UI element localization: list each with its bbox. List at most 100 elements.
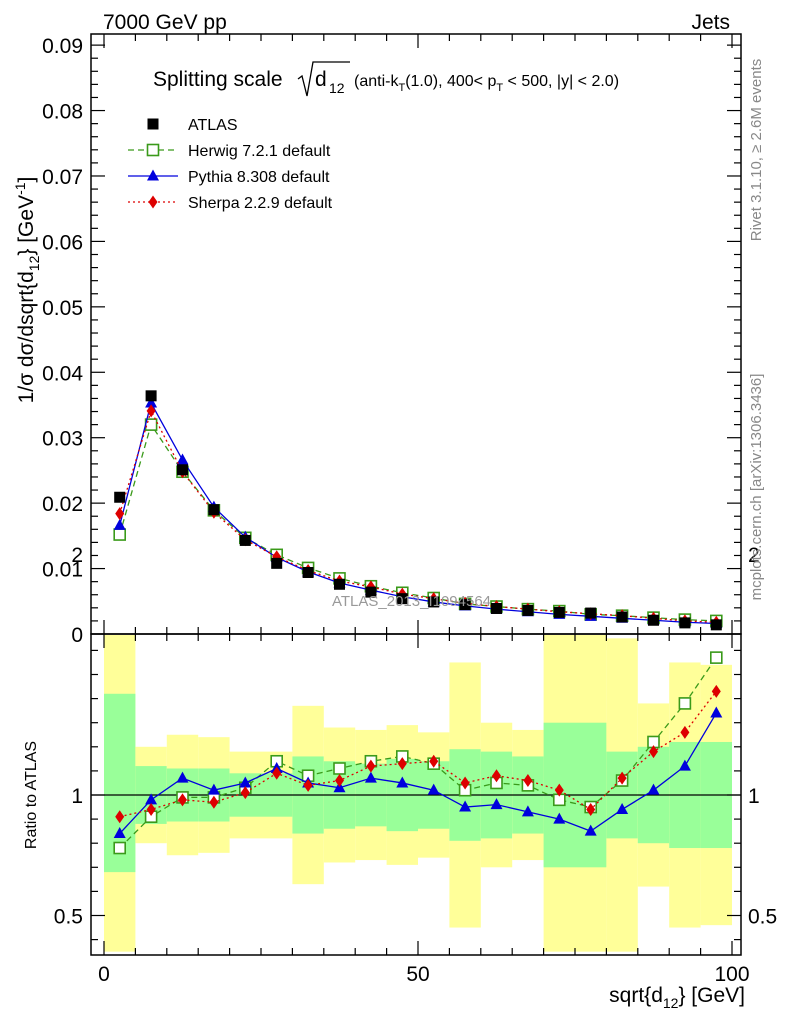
ratio-point-pythia (678, 759, 691, 771)
ratio-point-herwig (333, 762, 346, 775)
legend-marker-herwig (146, 143, 160, 157)
y-tick-label: 0.01 (42, 559, 83, 582)
ratio-point-sherpa (272, 766, 282, 780)
axis-ticks (91, 34, 741, 955)
point-herwig (144, 418, 158, 431)
ratio-series-group (113, 651, 723, 855)
x-tick-label: 0 (98, 963, 110, 986)
ratio-point-pythia (490, 798, 503, 810)
ratio-point-pythia (145, 793, 158, 805)
ratio-point-sherpa (397, 757, 407, 771)
ratio-point-pythia (427, 783, 440, 795)
ratio-y-tick-label-right: 2 (748, 544, 760, 567)
legend-entry-herwig: Herwig 7.2.1 default (128, 143, 331, 160)
y-tick-label: 0.02 (42, 493, 83, 516)
ratio-point-pythia (710, 706, 723, 718)
ratio-series-sherpa (115, 684, 721, 824)
point-atlas (271, 557, 283, 569)
ratio-point-pythia (207, 783, 220, 795)
ratio-point-herwig (113, 841, 126, 855)
title-radicand-sub: 12 (329, 80, 345, 96)
point-atlas (616, 611, 628, 623)
point-atlas (302, 566, 314, 578)
ratio-point-pythia (647, 783, 660, 795)
ratio-uncertainty-bands (104, 635, 732, 952)
ratio-point-pythia (239, 776, 252, 788)
ratio-y-tick-label-right: 1 (748, 785, 760, 808)
mcplots-side-label: mcplots.cern.ch [arXiv:1306.3436] (748, 374, 765, 601)
y-tick-label: 0 (71, 624, 83, 647)
ratio-y-tick-label-left: 1 (71, 785, 83, 808)
ratio-point-sherpa (711, 684, 721, 698)
point-sherpa (115, 507, 125, 521)
ratio-point-sherpa (240, 786, 250, 800)
ratio-y-axis-label: Ratio to ATLAS (23, 741, 40, 849)
ratio-y-tick-label-right: 0.5 (748, 906, 777, 929)
point-atlas (585, 607, 597, 619)
ratio-point-sherpa (335, 774, 344, 788)
legend-label-atlas: ATLAS (188, 117, 238, 134)
ratio-point-sherpa (178, 793, 187, 807)
ratio-point-sherpa (209, 795, 219, 809)
title-radicand: d (315, 68, 327, 91)
point-atlas (239, 534, 251, 546)
point-pythia (145, 396, 158, 408)
point-atlas (428, 596, 440, 608)
point-atlas (396, 593, 408, 605)
y-tick-label: 0.03 (42, 428, 83, 451)
point-atlas (177, 464, 188, 476)
axis-tick-labels: 0 50 100 0 0.01 0.02 0.03 0.04 0.05 0.06 0.07 0.08 0… (42, 35, 777, 986)
legend-entry-pythia: Pythia 8.308 default (128, 169, 330, 186)
ratio-point-sherpa (523, 774, 533, 788)
ratio-point-sherpa (303, 778, 313, 792)
ratio-point-sherpa (366, 759, 376, 773)
main-series-group (113, 390, 723, 631)
analysis-watermark: ATLAS_2013_I1094564 (332, 593, 491, 610)
point-atlas (459, 599, 471, 611)
ratio-point-pythia (459, 800, 472, 812)
ratio-point-sherpa (146, 802, 156, 816)
series-line-herwig (119, 423, 717, 622)
ratio-point-sherpa (115, 810, 125, 824)
point-atlas (145, 390, 157, 402)
legend-marker-atlas (147, 118, 159, 130)
point-atlas (522, 604, 534, 616)
ratio-y-tick-label-left: 0.5 (54, 906, 83, 929)
ratio-point-sherpa (460, 776, 470, 790)
y-tick-label: 0.09 (42, 35, 83, 58)
point-herwig (113, 528, 126, 541)
legend-label-herwig: Herwig 7.2.1 default (188, 143, 331, 160)
y-tick-label: 0.05 (42, 297, 83, 320)
point-atlas (679, 617, 691, 629)
ratio-point-pythia (616, 802, 629, 814)
point-atlas (553, 606, 565, 618)
ratio-point-sherpa (554, 783, 564, 797)
legend-label-sherpa: Sherpa 2.2.9 default (188, 195, 333, 212)
svg-text:1/σ dσ/dsqrt{d12} [GeV-1]: 1/σ dσ/dsqrt{d12} [GeV-1] (12, 177, 42, 404)
x-tick-label: 50 (406, 963, 429, 986)
ratio-point-pythia (396, 776, 409, 788)
point-atlas (334, 578, 345, 590)
point-atlas (710, 619, 722, 631)
legend-marker-sherpa (148, 195, 158, 209)
legend-entry-sherpa: Sherpa 2.2.9 default (128, 195, 333, 212)
x-axis-label: sqrt{d12} [GeV] (609, 984, 745, 1011)
point-sherpa (146, 404, 156, 418)
ratio-point-sherpa (429, 754, 439, 768)
chart-title: Splitting scale d 12 (anti-kT(1.0), 400<… (153, 61, 619, 97)
ratio-point-pythia (113, 827, 126, 839)
legend-marker-pythia (147, 169, 159, 181)
ratio-point-pythia (584, 824, 597, 836)
y-tick-label: 0.07 (42, 166, 83, 189)
point-atlas (648, 614, 659, 626)
ratio-point-herwig (678, 697, 692, 710)
ratio-point-pythia (553, 812, 566, 824)
header-energy: 7000 GeV pp (103, 11, 227, 34)
ratio-point-pythia (176, 771, 189, 783)
ratio-point-sherpa (492, 769, 501, 783)
point-pythia (176, 453, 189, 465)
title-cuts: (anti-kT(1.0), 400< pT < 500, |y| < 2.0) (354, 73, 619, 94)
header-process: Jets (691, 11, 730, 34)
legend-entry-atlas: ATLAS (147, 117, 238, 134)
ratio-point-pythia (364, 771, 377, 783)
